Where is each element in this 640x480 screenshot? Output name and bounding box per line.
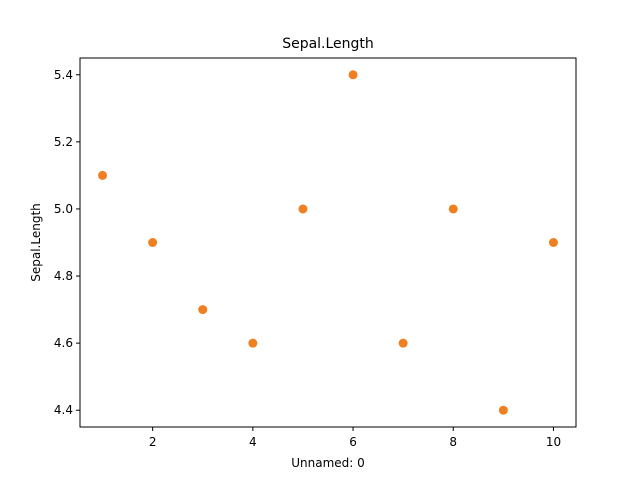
x-tick-label: 4 xyxy=(249,435,257,449)
data-point-10 xyxy=(548,238,558,247)
chart-title: Sepal.Length xyxy=(282,36,374,52)
data-point-6 xyxy=(348,70,358,80)
x-axis-label: Unnamed: 0 xyxy=(291,456,365,470)
x-tick-label: 10 xyxy=(546,435,561,449)
data-point-4 xyxy=(248,338,258,348)
y-tick-label: 4.4 xyxy=(54,403,73,417)
x-tick-label: 6 xyxy=(349,435,357,449)
x-axis-ticks: 2 4 6 8 10 xyxy=(149,427,561,449)
data-point-7 xyxy=(398,338,408,348)
data-point-8 xyxy=(448,204,458,214)
data-point-3 xyxy=(198,305,208,315)
plot-background xyxy=(80,58,576,427)
data-points xyxy=(98,70,558,415)
y-tick-label: 5.4 xyxy=(54,68,73,82)
y-tick-label: 4.6 xyxy=(54,336,73,350)
y-tick-label: 4.8 xyxy=(54,269,73,283)
y-tick-label: 5.0 xyxy=(54,202,73,216)
data-point-9 xyxy=(498,405,508,415)
data-point-2 xyxy=(148,238,158,247)
y-tick-label: 5.2 xyxy=(54,135,73,149)
plot-frame xyxy=(79,57,577,428)
y-axis-label: Sepal.Length xyxy=(29,203,43,282)
x-tick-label: 2 xyxy=(149,435,157,449)
data-point-1 xyxy=(98,170,108,180)
data-point-5 xyxy=(298,204,308,214)
x-tick-label: 8 xyxy=(449,435,457,449)
y-axis-ticks: 4.4 4.6 4.8 5.0 5.2 5.4 xyxy=(54,68,80,417)
